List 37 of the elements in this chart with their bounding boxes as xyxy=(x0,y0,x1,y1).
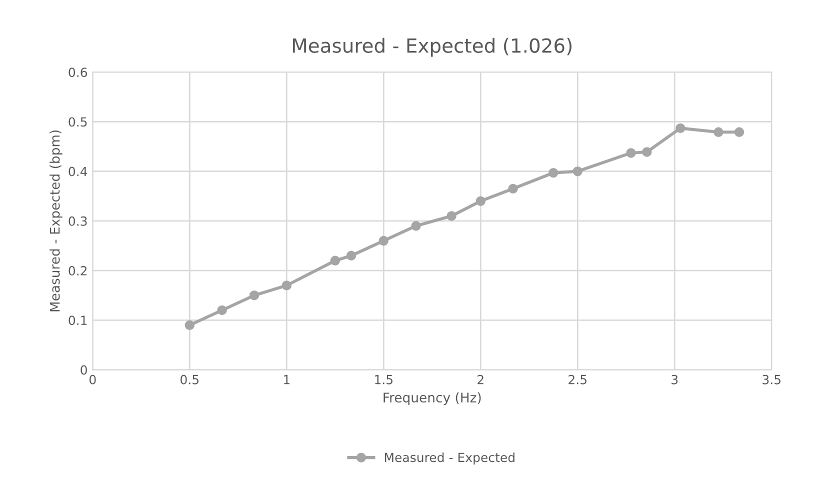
y-tick-label: 0.1 xyxy=(68,316,87,326)
point xyxy=(217,305,227,316)
y-tick-label: 0 xyxy=(80,365,87,375)
point xyxy=(378,236,389,246)
y-tick-label: 0.5 xyxy=(68,117,87,127)
point xyxy=(346,250,356,261)
point xyxy=(508,184,518,194)
x-tick-label: 1 xyxy=(284,375,290,384)
x-tick-label: 0 xyxy=(90,374,96,384)
point xyxy=(572,166,582,176)
y-axis-title: Measured - Expected (bpm) xyxy=(50,130,62,312)
point xyxy=(446,211,456,221)
point xyxy=(714,127,724,138)
y-tick-label: 0.2 xyxy=(68,266,87,276)
x-tick-label: 1.5 xyxy=(375,375,392,384)
point xyxy=(249,290,260,300)
x-tick-label: 3 xyxy=(672,374,678,384)
chart-title: Measured - Expected (1.026) xyxy=(293,38,572,57)
point xyxy=(282,280,292,290)
legend-label: Measured - Expected xyxy=(384,452,514,465)
y-tick-label: 0.3 xyxy=(68,216,87,226)
x-tick-label: 2.5 xyxy=(568,374,586,384)
x-axis-title: Frequency (Hz) xyxy=(384,392,481,406)
point xyxy=(184,320,195,330)
y-tick-label: 0.6 xyxy=(68,68,88,78)
point xyxy=(676,123,686,134)
point xyxy=(330,256,340,266)
point xyxy=(548,168,558,178)
x-tick-label: 3.5 xyxy=(762,374,780,384)
point xyxy=(476,196,486,206)
x-tick-label: 2 xyxy=(478,374,484,384)
point xyxy=(411,221,421,231)
x-tick-label: 0.5 xyxy=(180,374,198,384)
point xyxy=(642,147,652,157)
point xyxy=(734,127,744,138)
point xyxy=(626,148,636,158)
y-tick-label: 0.4 xyxy=(68,166,88,176)
